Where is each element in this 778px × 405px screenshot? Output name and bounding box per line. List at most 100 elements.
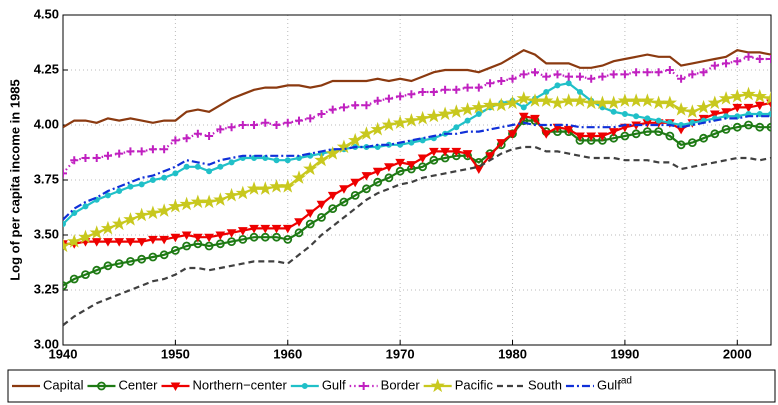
marker <box>336 139 352 154</box>
marker <box>655 117 662 124</box>
marker <box>71 210 78 216</box>
marker <box>260 224 271 234</box>
marker <box>350 190 360 200</box>
marker <box>227 237 236 247</box>
marker <box>687 138 697 148</box>
legend-label: Border <box>381 377 421 392</box>
plot-lines <box>63 48 771 327</box>
marker <box>643 68 652 77</box>
marker <box>644 115 651 122</box>
marker <box>217 163 224 170</box>
marker <box>417 154 428 164</box>
marker <box>565 80 572 87</box>
marker <box>722 59 731 68</box>
marker <box>640 93 655 107</box>
marker <box>768 111 771 117</box>
marker <box>114 259 124 269</box>
marker <box>190 194 206 209</box>
legend: Capital Center Northern−center Gulf Border Pa… <box>12 376 632 393</box>
marker <box>730 88 745 103</box>
marker <box>384 173 394 183</box>
legend-label: Capital <box>43 377 84 392</box>
legend-label-superscript: ad <box>621 376 632 387</box>
marker <box>430 378 445 393</box>
marker <box>237 227 248 236</box>
marker <box>261 118 270 127</box>
legend-label: Northern−center <box>193 377 288 392</box>
y-tick-label: 4.00 <box>34 116 59 131</box>
marker <box>541 130 552 139</box>
marker <box>685 104 700 118</box>
marker <box>103 238 113 247</box>
series-line <box>63 55 771 175</box>
marker <box>654 127 664 137</box>
marker <box>280 179 295 193</box>
marker <box>283 234 293 244</box>
legend-label: Gulf <box>597 377 621 392</box>
marker <box>328 105 337 114</box>
marker <box>138 181 145 188</box>
marker <box>215 239 225 249</box>
marker <box>642 127 652 137</box>
marker <box>92 265 102 275</box>
y-tick-label: 4.25 <box>34 61 59 76</box>
marker <box>606 95 621 110</box>
marker <box>475 111 482 117</box>
marker <box>359 126 374 140</box>
marker <box>474 83 483 92</box>
marker <box>709 110 720 120</box>
marker <box>373 177 383 187</box>
marker <box>81 154 90 162</box>
marker <box>572 93 588 107</box>
marker <box>134 207 149 222</box>
marker <box>160 145 169 154</box>
marker <box>554 82 561 89</box>
marker <box>628 93 644 107</box>
marker <box>361 172 372 181</box>
marker <box>216 125 225 134</box>
marker <box>238 121 247 129</box>
legend-label: Center <box>118 377 158 392</box>
marker <box>384 94 393 103</box>
marker <box>194 163 201 170</box>
marker <box>172 170 179 177</box>
marker <box>696 99 711 114</box>
marker <box>460 102 475 116</box>
marker <box>494 97 509 112</box>
marker <box>699 68 708 77</box>
marker <box>192 233 203 243</box>
marker <box>621 111 628 117</box>
marker <box>204 241 214 251</box>
marker <box>228 159 235 166</box>
marker <box>654 68 663 77</box>
marker <box>732 122 742 132</box>
marker <box>362 184 371 194</box>
marker <box>161 174 168 181</box>
x-tick-label: 1950 <box>161 346 190 361</box>
marker <box>271 224 282 234</box>
marker <box>550 95 565 110</box>
marker <box>170 233 181 243</box>
marker <box>250 121 259 129</box>
marker <box>508 74 517 83</box>
marker <box>516 91 531 105</box>
marker <box>595 95 610 110</box>
marker <box>633 113 640 120</box>
marker <box>305 219 315 229</box>
marker <box>238 234 248 244</box>
marker <box>462 150 473 159</box>
marker <box>112 216 127 231</box>
marker <box>662 95 678 110</box>
marker <box>415 110 430 125</box>
marker <box>350 178 361 188</box>
marker <box>673 102 689 116</box>
marker <box>429 155 439 165</box>
marker <box>575 132 585 142</box>
marker <box>520 104 527 111</box>
marker <box>710 61 719 70</box>
marker <box>505 95 520 110</box>
marker <box>396 92 405 101</box>
marker <box>325 146 340 160</box>
marker <box>418 88 427 96</box>
marker <box>206 168 213 175</box>
